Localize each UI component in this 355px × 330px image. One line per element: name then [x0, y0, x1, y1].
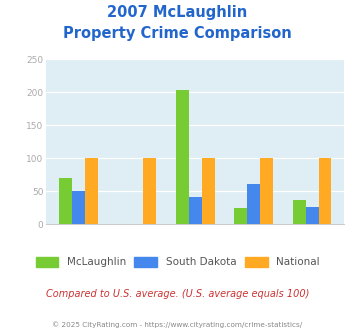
- Bar: [306, 207, 319, 224]
- Bar: [72, 191, 85, 224]
- Bar: [143, 158, 156, 224]
- Bar: [319, 158, 332, 224]
- Bar: [59, 178, 72, 224]
- Bar: [176, 90, 189, 224]
- Text: 2007 McLaughlin: 2007 McLaughlin: [107, 5, 248, 20]
- Bar: [189, 197, 202, 224]
- Legend: McLaughlin, South Dakota, National: McLaughlin, South Dakota, National: [36, 256, 320, 267]
- Text: Compared to U.S. average. (U.S. average equals 100): Compared to U.S. average. (U.S. average …: [46, 289, 309, 299]
- Bar: [234, 208, 247, 224]
- Text: © 2025 CityRating.com - https://www.cityrating.com/crime-statistics/: © 2025 CityRating.com - https://www.city…: [53, 322, 302, 328]
- Bar: [247, 184, 260, 224]
- Bar: [293, 200, 306, 224]
- Bar: [202, 158, 214, 224]
- Text: Property Crime Comparison: Property Crime Comparison: [63, 26, 292, 41]
- Bar: [260, 158, 273, 224]
- Bar: [85, 158, 98, 224]
